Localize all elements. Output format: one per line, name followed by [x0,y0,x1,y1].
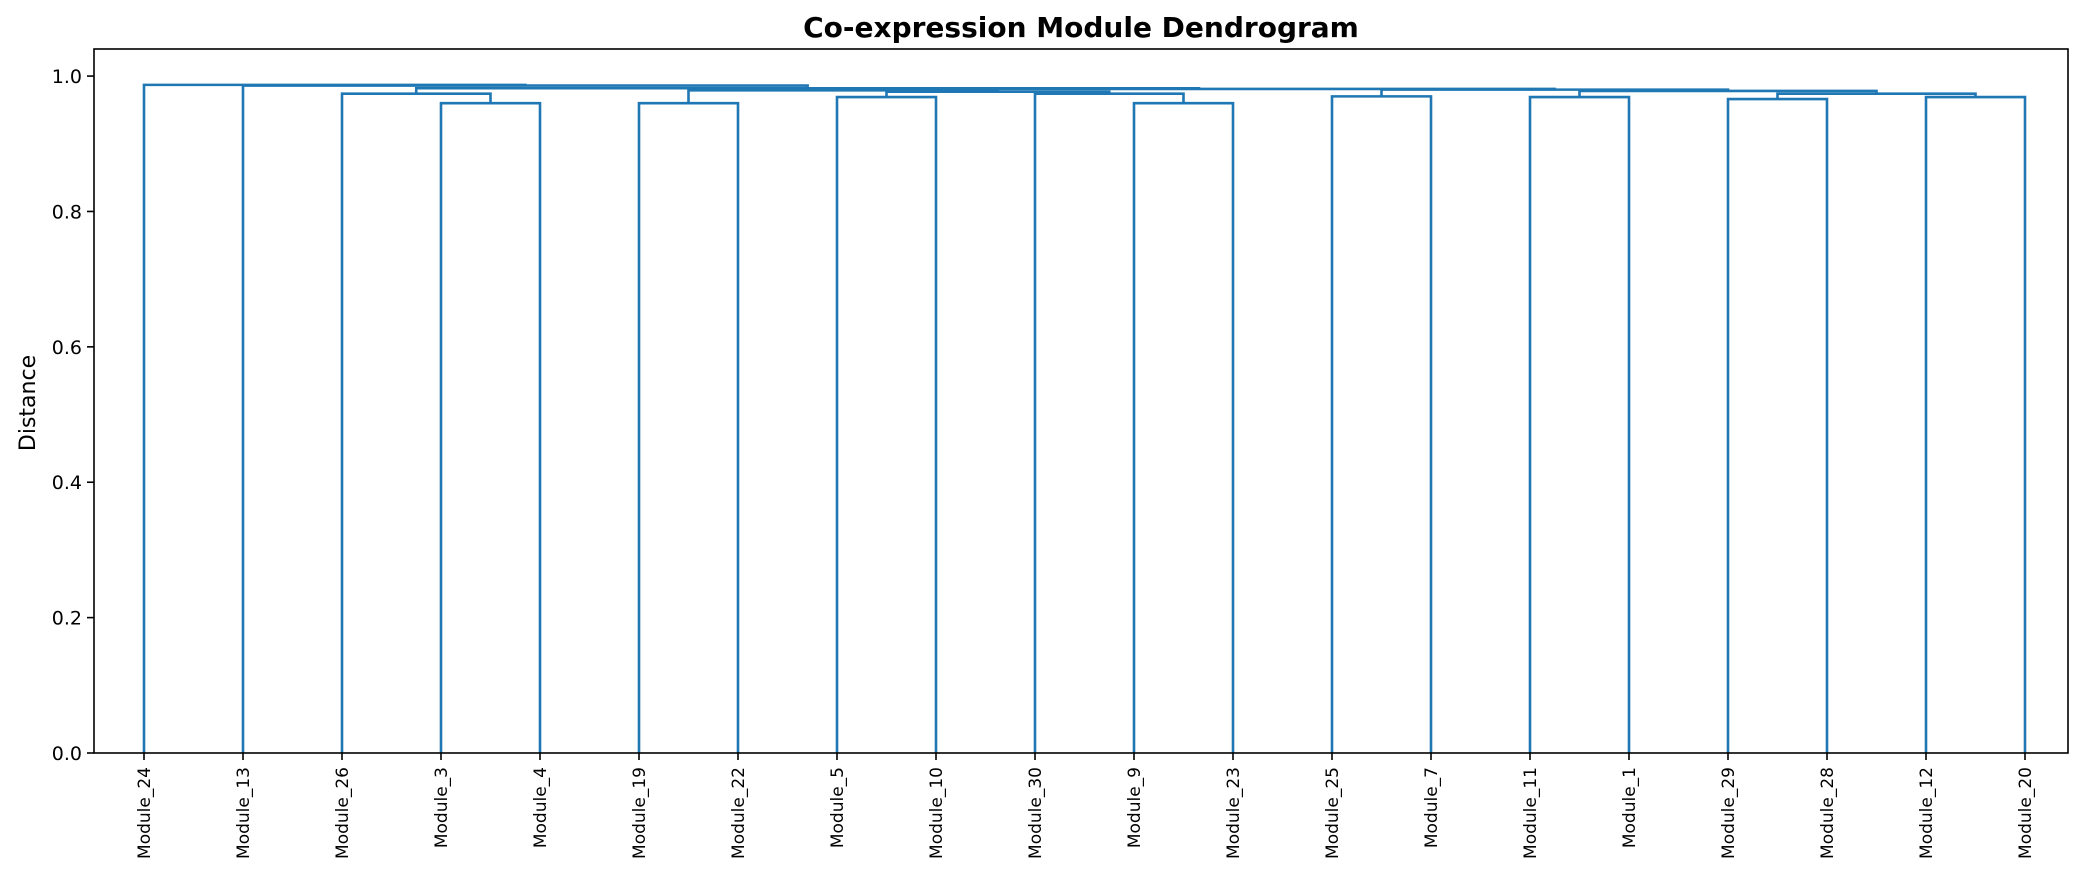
leaf-label: Module_4 [531,767,551,848]
y-tick-label: 0.8 [52,201,82,223]
y-tick-label: 0.4 [52,472,82,494]
dendrogram-link [885,90,1111,98]
dendrogram-link [1132,101,1235,753]
y-tick-label: 1.0 [52,66,82,88]
dendrogram-link [637,101,740,753]
leaf-label: Module_20 [2016,767,2036,859]
leaf-label: Module_5 [828,767,848,848]
y-tick-label: 0.0 [52,743,82,765]
dendrogram-link [439,101,542,753]
leaf-label: Module_7 [1422,767,1442,848]
dendrogram-links [142,83,2027,753]
leaf-label: Module_22 [729,767,749,859]
leaf-label: Module_13 [234,767,254,859]
leaf-label: Module_3 [432,767,452,848]
leaf-label: Module_30 [1026,767,1046,859]
dendrogram-link [142,83,527,753]
leaf-label: Module_25 [1323,767,1343,859]
x-axis-leaf-labels: Module_24 Module_13 Module_26 Module_3 Modul… [135,753,2036,859]
leaf-label: Module_9 [1125,767,1145,848]
leaf-label: Module_26 [333,767,353,859]
leaf-label: Module_28 [1818,767,1838,859]
leaf-label: Module_11 [1521,767,1541,859]
leaf-label: Module_10 [927,767,947,859]
leaf-label: Module_19 [630,767,650,859]
plot-frame [93,48,2069,754]
chart-title: Co-expression Module Dendrogram [803,11,1359,44]
y-axis-label: Distance [16,355,41,451]
leaf-label: Module_12 [1917,767,1937,859]
leaf-label: Module_29 [1719,767,1739,859]
y-tick-label: 0.2 [52,608,82,630]
y-axis-ticks: 0.0 0.2 0.4 0.6 0.8 1.0 [52,66,94,765]
leaf-label: Module_24 [135,767,155,859]
dendrogram-link [841,87,1557,91]
y-tick-label: 0.6 [52,337,82,359]
leaf-label: Module_23 [1224,767,1244,859]
leaf-label: Module_1 [1620,767,1640,848]
